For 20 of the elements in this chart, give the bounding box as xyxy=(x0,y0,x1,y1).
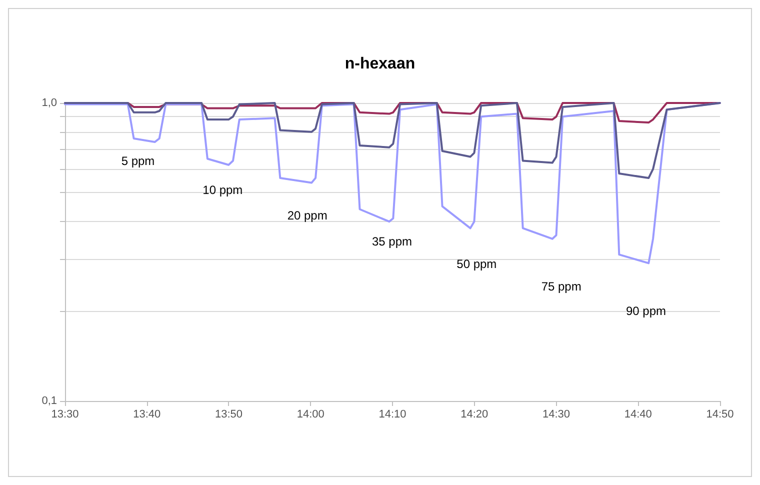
x-tick-label: 14:20 xyxy=(460,408,488,420)
annotation: 5 ppm xyxy=(121,154,155,168)
chart-title: n-hexaan xyxy=(344,56,416,72)
annotation: 90 ppm xyxy=(626,304,666,318)
annotation: 75 ppm xyxy=(541,280,582,294)
x-tick-label: 13:50 xyxy=(214,408,243,420)
x-tick-label: 14:10 xyxy=(378,408,406,420)
x-tick-label: 14:40 xyxy=(624,408,652,420)
x-tick-label: 14:30 xyxy=(542,408,570,420)
annotation: 10 ppm xyxy=(202,182,243,197)
line-series xyxy=(64,102,721,180)
x-tick-label: 13:30 xyxy=(51,408,79,420)
annotation: 20 ppm xyxy=(287,208,328,223)
x-tick-label: 13:40 xyxy=(133,408,161,420)
x-tick-label: 14:50 xyxy=(706,408,734,420)
y-tick-label: 1,0 xyxy=(42,97,57,109)
x-tick-label: 14:00 xyxy=(296,408,324,420)
y-tick-label: 0,1 xyxy=(42,395,57,407)
annotation: 50 ppm xyxy=(456,257,497,271)
annotation: 35 ppm xyxy=(372,234,412,248)
